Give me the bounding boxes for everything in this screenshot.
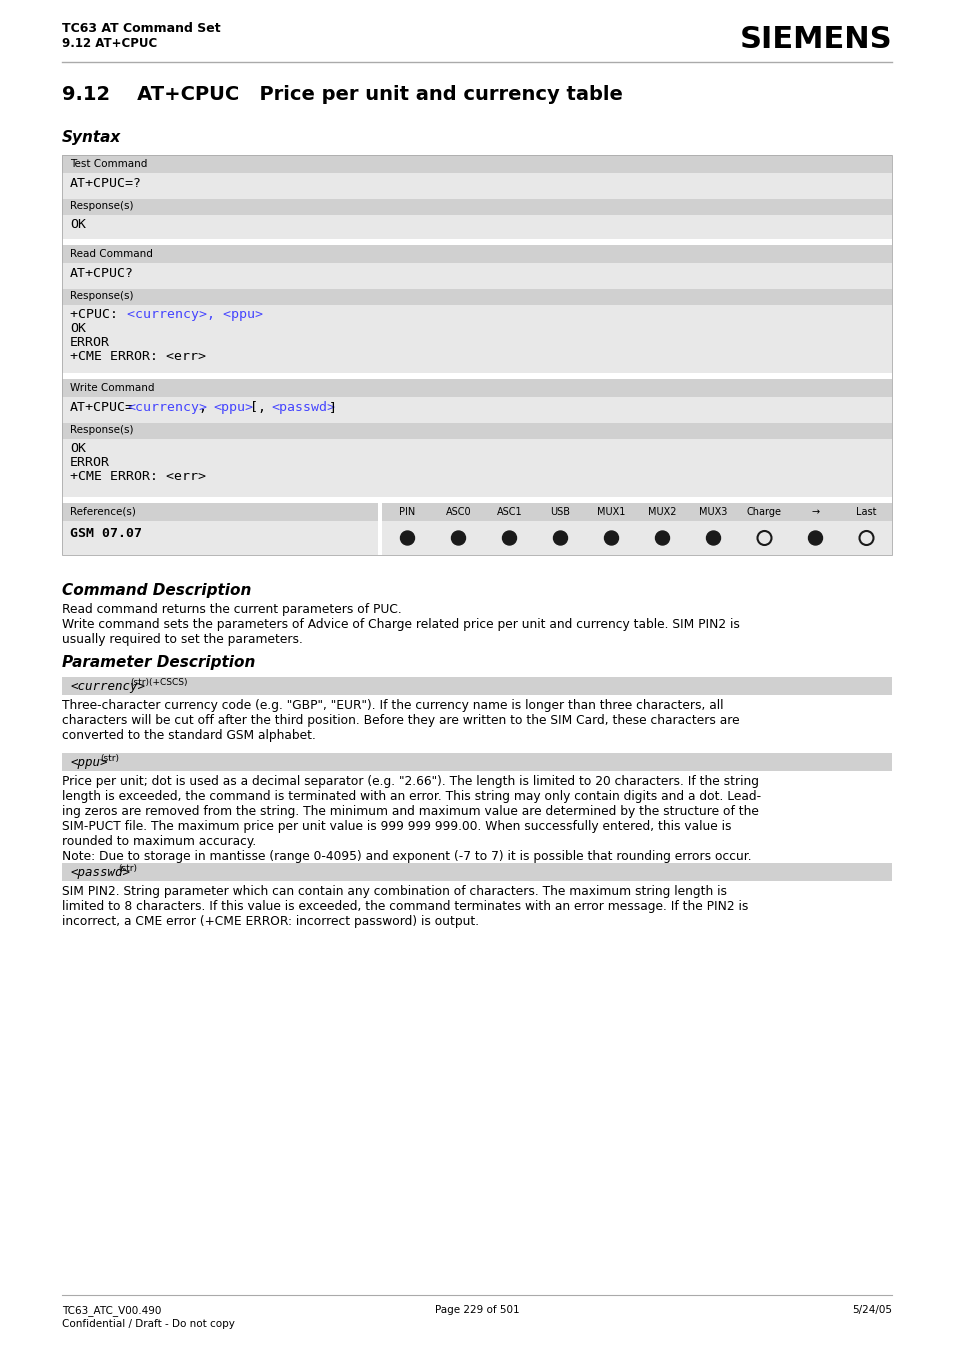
Text: ]: ] (328, 401, 336, 413)
Text: Response(s): Response(s) (70, 426, 133, 435)
Text: Reference(s): Reference(s) (70, 507, 135, 517)
Circle shape (807, 531, 821, 544)
Text: <passwd>: <passwd> (271, 401, 335, 413)
Bar (62, 397, 891, 423)
Bar (62, 423, 891, 439)
Text: <currency>: <currency> (70, 680, 145, 693)
Text: +CME ERROR: <err>: +CME ERROR: <err> (70, 470, 206, 484)
Bar (62, 199, 891, 215)
Text: Parameter Description: Parameter Description (62, 655, 255, 670)
Text: 5/24/05: 5/24/05 (851, 1305, 891, 1315)
Text: MUX3: MUX3 (699, 507, 727, 517)
Text: Charge: Charge (746, 507, 781, 517)
Text: Last: Last (856, 507, 876, 517)
Text: <ppu>: <ppu> (70, 757, 108, 769)
Text: <passwd>: <passwd> (70, 866, 130, 880)
Bar (62, 677, 891, 694)
Text: 9.12    AT+CPUC   Price per unit and currency table: 9.12 AT+CPUC Price per unit and currency… (62, 85, 622, 104)
Text: OK: OK (70, 322, 86, 335)
Text: (str): (str) (118, 865, 137, 873)
Text: [,: [, (250, 401, 274, 413)
Text: AT+CPUC?: AT+CPUC? (70, 267, 133, 280)
Bar (381, 503, 891, 521)
Text: OK: OK (70, 218, 86, 231)
Bar (62, 863, 891, 881)
Text: GSM 07.07: GSM 07.07 (70, 527, 142, 540)
Text: 9.12 AT+CPUC: 9.12 AT+CPUC (62, 36, 157, 50)
Text: Write Command: Write Command (70, 382, 154, 393)
Bar (62, 155, 891, 555)
Circle shape (553, 531, 567, 544)
Text: Command Description: Command Description (62, 584, 251, 598)
Text: →: → (811, 507, 819, 517)
Circle shape (451, 531, 465, 544)
Text: <currency>, <ppu>: <currency>, <ppu> (128, 308, 263, 322)
Text: OK: OK (70, 442, 86, 455)
Text: Write command sets the parameters of Advice of Charge related price per unit and: Write command sets the parameters of Adv… (62, 617, 740, 646)
Bar (62, 305, 891, 373)
Text: TC63_ATC_V00.490: TC63_ATC_V00.490 (62, 1305, 161, 1316)
Bar (62, 503, 377, 521)
Text: (str)(+CSCS): (str)(+CSCS) (130, 678, 188, 688)
Circle shape (400, 531, 414, 544)
Circle shape (604, 531, 618, 544)
Text: Test Command: Test Command (70, 159, 147, 169)
Text: SIEMENS: SIEMENS (739, 26, 891, 54)
Text: ERROR: ERROR (70, 457, 110, 469)
Text: Read command returns the current parameters of PUC.: Read command returns the current paramet… (62, 603, 401, 616)
Text: ERROR: ERROR (70, 336, 110, 349)
Bar (62, 173, 891, 199)
Text: SIM PIN2. String parameter which can contain any combination of characters. The : SIM PIN2. String parameter which can con… (62, 885, 747, 928)
Text: Confidential / Draft - Do not copy: Confidential / Draft - Do not copy (62, 1319, 234, 1329)
Text: USB: USB (550, 507, 570, 517)
Text: PIN: PIN (399, 507, 416, 517)
Text: +CPUC:: +CPUC: (70, 308, 133, 322)
Bar (62, 245, 891, 263)
Text: <currency>: <currency> (128, 401, 207, 413)
Text: Read Command: Read Command (70, 249, 152, 259)
Text: Price per unit; dot is used as a decimal separator (e.g. "2.66"). The length is : Price per unit; dot is used as a decimal… (62, 775, 760, 863)
Text: Page 229 of 501: Page 229 of 501 (435, 1305, 518, 1315)
Bar (62, 155, 891, 173)
Text: <ppu>: <ppu> (213, 401, 253, 413)
Text: (str): (str) (100, 754, 119, 763)
Bar (62, 380, 891, 397)
Bar (62, 215, 891, 239)
Bar (381, 521, 891, 555)
Text: Response(s): Response(s) (70, 201, 133, 211)
Text: +CME ERROR: <err>: +CME ERROR: <err> (70, 350, 206, 363)
Circle shape (502, 531, 516, 544)
Bar (62, 263, 891, 289)
Text: MUX1: MUX1 (597, 507, 625, 517)
Text: AT+CPUC=: AT+CPUC= (70, 401, 133, 413)
Text: Response(s): Response(s) (70, 290, 133, 301)
Text: AT+CPUC=?: AT+CPUC=? (70, 177, 142, 190)
Text: Syntax: Syntax (62, 130, 121, 145)
Bar (62, 289, 891, 305)
Text: Three-character currency code (e.g. "GBP", "EUR"). If the currency name is longe: Three-character currency code (e.g. "GBP… (62, 698, 739, 742)
Text: ASC1: ASC1 (497, 507, 521, 517)
Bar (62, 439, 891, 497)
Text: ,: , (199, 401, 215, 413)
Text: MUX2: MUX2 (648, 507, 676, 517)
Text: TC63 AT Command Set: TC63 AT Command Set (62, 22, 220, 35)
Text: ASC0: ASC0 (445, 507, 471, 517)
Bar (62, 753, 891, 771)
Circle shape (655, 531, 669, 544)
Circle shape (706, 531, 720, 544)
Bar (62, 521, 377, 555)
